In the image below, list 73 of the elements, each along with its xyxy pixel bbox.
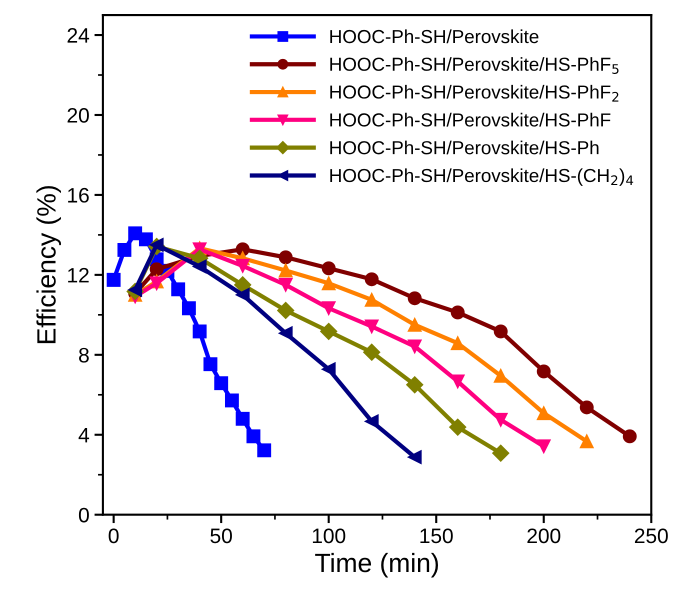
x-tick-label: 0	[108, 528, 119, 544]
point	[236, 288, 250, 302]
legend-label: HOOC-Ph-SH/Perovskite/HS-Ph	[330, 140, 598, 154]
point	[277, 302, 294, 319]
point	[322, 301, 336, 316]
x-tick-label: 100	[312, 528, 346, 544]
point	[364, 292, 379, 307]
point	[492, 444, 510, 462]
point	[364, 272, 379, 286]
x-tick-label: 250	[634, 528, 668, 544]
point	[322, 276, 336, 290]
point	[449, 418, 466, 436]
point	[320, 322, 338, 340]
point	[182, 301, 196, 316]
point	[494, 412, 508, 427]
point	[236, 258, 250, 273]
y-axis-title: Efficiency (%)	[36, 186, 61, 344]
point	[117, 242, 132, 257]
point	[322, 362, 336, 376]
point	[364, 414, 379, 428]
point	[278, 264, 293, 278]
legend-label: HOOC-Ph-SH/Perovskite/HS-(CH$_{2}$)$_{4}$	[330, 168, 634, 186]
y-tick-label: 16	[68, 188, 89, 203]
point	[234, 276, 252, 294]
point	[450, 306, 465, 320]
point	[150, 262, 164, 276]
point	[363, 344, 380, 361]
point	[322, 261, 336, 276]
point	[622, 429, 637, 444]
point	[408, 339, 422, 354]
point	[408, 291, 422, 306]
point	[494, 324, 508, 338]
point	[406, 376, 424, 394]
legend-label: HOOC-Ph-SH/Perovskite/HS-PhF$_{2}$	[330, 84, 618, 102]
x-tick-label: 150	[420, 528, 453, 544]
point	[236, 242, 250, 256]
point	[192, 260, 207, 274]
x-axis-title: Time (min)	[315, 552, 438, 578]
point	[224, 393, 239, 408]
point	[236, 412, 250, 426]
point	[536, 406, 551, 420]
legend-label: HOOC-Ph-SH/Perovskite/HS-PhF$_{5}$	[330, 57, 619, 74]
legend-label: HOOC-Ph-SH/Perovskite	[330, 29, 538, 44]
x-tick-label: 50	[210, 528, 232, 544]
y-tick-label: 0	[78, 508, 89, 522]
y-tick-label: 12	[68, 268, 89, 282]
legend-label: HOOC-Ph-SH/Perovskite/HS-PhF	[330, 112, 610, 127]
point	[536, 364, 551, 378]
point	[106, 272, 121, 287]
point	[450, 374, 465, 388]
point	[214, 376, 228, 390]
y-tick-label: 20	[68, 108, 89, 123]
y-tick-label: 24	[68, 28, 90, 43]
point	[580, 400, 594, 414]
point	[203, 357, 218, 372]
point	[257, 443, 272, 458]
point	[494, 368, 508, 383]
point	[246, 429, 260, 444]
y-tick-label: 4	[78, 428, 90, 442]
point	[192, 324, 207, 338]
point	[278, 326, 293, 340]
point	[536, 439, 551, 454]
point	[580, 434, 594, 448]
point	[171, 282, 186, 296]
point	[138, 232, 153, 246]
point	[278, 250, 293, 264]
point	[364, 319, 379, 334]
point	[450, 336, 465, 350]
point	[408, 450, 422, 464]
point	[278, 278, 293, 292]
y-tick-label: 8	[79, 348, 89, 363]
x-tick-label: 200	[527, 528, 560, 544]
point	[408, 318, 422, 332]
